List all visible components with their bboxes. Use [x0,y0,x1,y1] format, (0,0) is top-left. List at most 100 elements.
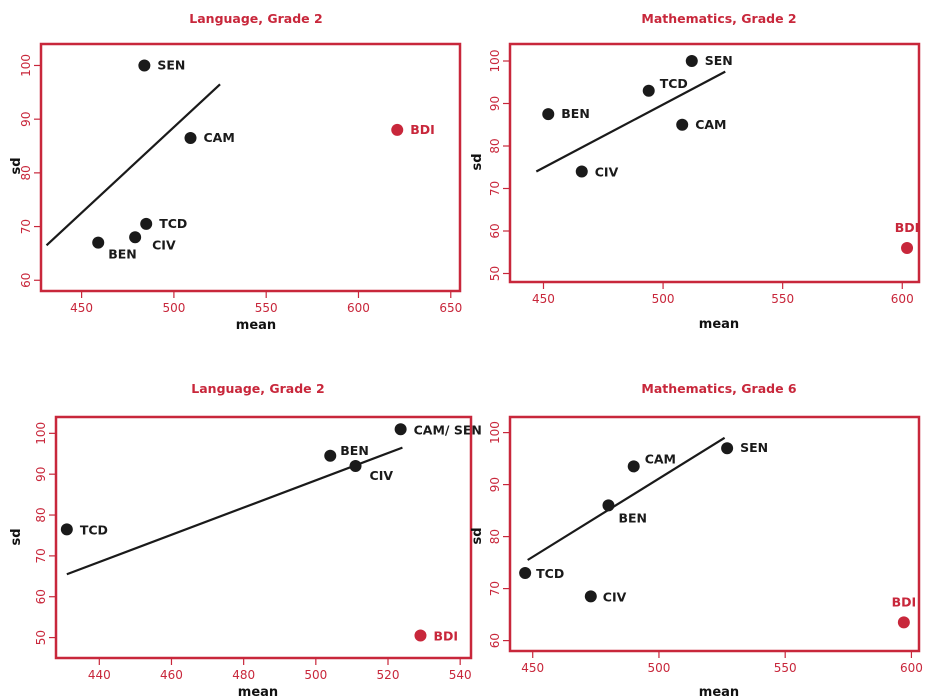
point-label: CAM [695,117,726,132]
x-tick-label: 450 [532,292,555,306]
point-label: BDI [892,594,917,609]
y-tick-label: 100 [488,50,502,73]
point-label: CIV [370,468,394,483]
x-axis-label: mean [238,685,278,700]
y-tick-label: 90 [19,112,33,127]
point-label: SEN [705,53,733,68]
x-tick-label: 460 [160,668,183,682]
panel-mathematics-grade2: Mathematics, Grade 2 450 500 550 600 50 60 70 8… [470,11,921,332]
x-axis-label: mean [699,685,739,700]
y-tick-label: 90 [488,96,502,111]
point-label: BDI [895,220,920,235]
fit-line [66,446,403,576]
point-label: TCD [159,216,187,231]
plot-frame [39,42,462,293]
y-tick-label: 50 [488,266,502,281]
y-tick-label: 80 [488,529,502,544]
fit-line [535,70,726,173]
data-point [721,442,734,455]
data-point [642,84,655,97]
y-tick-label: 60 [19,273,33,288]
plot-frame [54,415,473,660]
data-point [602,499,615,512]
point-label: CAM [204,130,235,145]
panel-language-grade2-top: Language, Grade 2 450 500 550 600 650 60 70 80 9… [9,11,462,333]
data-point [391,123,404,136]
y-tick-label: 60 [488,633,502,648]
data-point [897,616,910,629]
y-tick-label: 60 [34,589,48,604]
x-tick-label: 600 [347,301,370,315]
x-tick-label: 500 [648,661,671,675]
data-point [140,217,153,230]
point-label: CAM/ SEN [414,422,482,437]
y-tick-label: 100 [19,54,33,77]
point-label: CIV [152,237,176,252]
point-label: BEN [561,106,590,121]
panel-title: Mathematics, Grade 2 [641,11,796,26]
plot-frame [508,415,921,653]
x-axis-label: mean [699,317,739,332]
y-tick-label: 90 [34,467,48,482]
data-point [349,460,362,473]
panel-title: Language, Grade 2 [191,381,324,396]
x-tick-label: 550 [771,292,794,306]
x-tick-label: 600 [900,661,923,675]
x-tick-label: 600 [891,292,914,306]
panel-mathematics-grade6: Mathematics, Grade 6 450 500 550 600 60 70 80 9… [470,381,923,700]
data-point [129,231,142,244]
x-axis-label: mean [236,318,276,333]
point-label: BEN [618,510,647,525]
panel-language-grade2-bottom: Language, Grade 2 440 460 480 500 520 540 50 60… [9,381,482,700]
x-tick-label: 440 [88,668,111,682]
y-tick-label: 50 [34,630,48,645]
data-point [92,236,105,249]
data-point [324,449,337,462]
x-tick-label: 550 [774,661,797,675]
plot-frame [508,42,921,284]
x-tick-label: 500 [162,301,185,315]
y-tick-label: 100 [488,421,502,444]
point-label: CIV [603,589,627,604]
point-label: BEN [340,443,369,458]
y-axis-label: sd [9,528,24,545]
data-point [519,567,532,579]
x-tick-label: 550 [255,301,278,315]
x-tick-label: 650 [439,301,462,315]
fit-line [45,83,221,247]
point-label: BDI [433,629,458,644]
x-tick-label: 500 [652,292,675,306]
data-point [685,55,698,67]
y-tick-label: 80 [19,165,33,180]
y-tick-label: 70 [488,581,502,596]
data-point [184,131,197,144]
point-label: SEN [740,440,768,455]
y-tick-label: 90 [488,477,502,492]
y-tick-label: 70 [34,548,48,563]
y-axis-label: sd [470,153,485,170]
point-label: BEN [108,247,137,262]
y-axis-label: sd [470,527,485,544]
data-point [627,460,640,473]
data-point [542,108,555,121]
y-tick-label: 80 [34,507,48,522]
data-point [584,590,597,603]
x-tick-label: 480 [232,668,255,682]
point-label: TCD [536,566,564,581]
y-tick-label: 70 [488,181,502,196]
y-tick-label: 70 [19,219,33,234]
data-point [575,165,588,178]
data-point [901,242,914,254]
panel-title: Mathematics, Grade 6 [641,381,797,396]
fit-line [527,436,726,561]
point-label: TCD [80,522,108,537]
data-point [138,59,151,72]
y-tick-label: 80 [488,138,502,153]
panel-title: Language, Grade 2 [189,11,322,26]
x-tick-label: 540 [449,668,472,682]
x-tick-label: 520 [377,668,400,682]
x-tick-label: 450 [70,301,93,315]
y-axis-label: sd [9,157,24,174]
point-label: CIV [595,165,619,180]
